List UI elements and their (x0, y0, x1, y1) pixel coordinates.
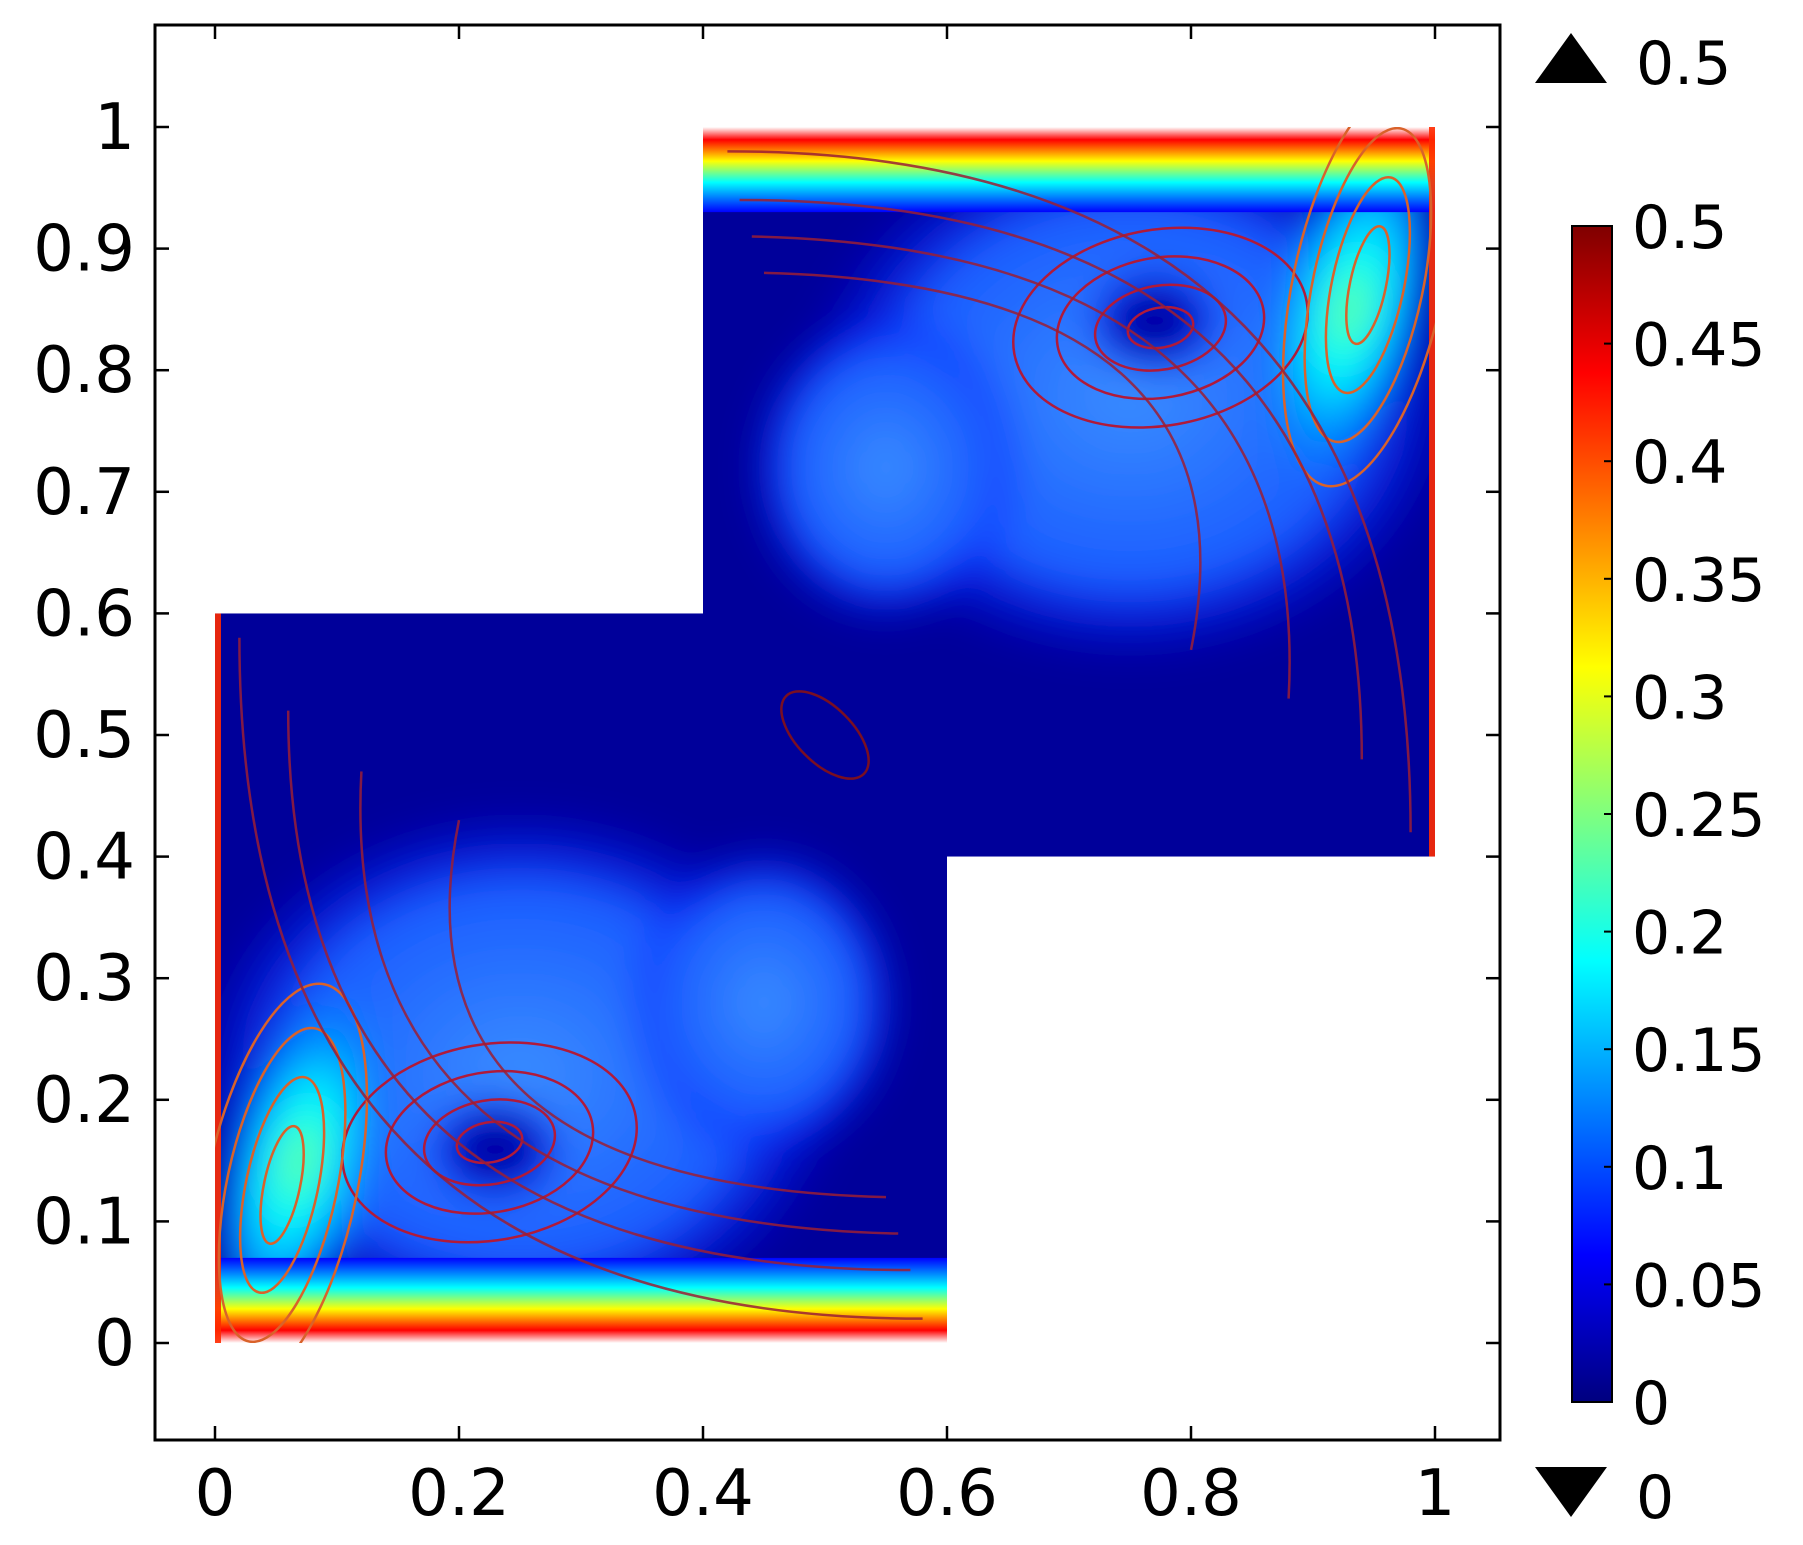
x-tick-label: 1 (1415, 1457, 1456, 1531)
colorbar-max-label: 0.5 (1636, 29, 1731, 99)
streamline (751, 235, 1291, 699)
colorbar-tick-label: 0.1 (1632, 1134, 1727, 1204)
y-tick-label: 0.4 (33, 821, 135, 895)
y-tick-label: 0.3 (33, 942, 135, 1016)
streamline (455, 1120, 524, 1165)
axes-frame (153, 23, 1502, 1442)
y-tick-label: 0.1 (33, 1185, 135, 1259)
colorbar-tick-label: 0.35 (1632, 546, 1766, 616)
x-axis: 0 0.2 0.4 0.6 0.8 1 (195, 25, 1456, 1531)
streamline (384, 1069, 595, 1215)
top-lid-band (703, 127, 1435, 213)
colorbar-tick-label: 0.15 (1632, 1016, 1766, 1086)
colorbar-tick-label: 0.5 (1632, 193, 1727, 263)
streamline (780, 690, 870, 780)
streamline (1303, 127, 1433, 444)
colorbar-tick-label: 0.4 (1632, 428, 1727, 498)
x-tick-label: 0.8 (1140, 1457, 1242, 1531)
colorbar-min-label: 0 (1636, 1463, 1674, 1533)
colorbar-tick-label: 0.05 (1632, 1251, 1766, 1321)
x-tick-label: 0.2 (408, 1457, 510, 1531)
y-tick-label: 0.6 (33, 577, 135, 651)
colorbar-tick-label: 0.2 (1632, 899, 1727, 969)
streamline (739, 198, 1364, 760)
streamline (1055, 255, 1266, 401)
streamline (359, 771, 899, 1235)
y-tick-label: 0.8 (33, 334, 135, 408)
streamline (1281, 127, 1435, 488)
colorbar-tick-label: 0.45 (1632, 311, 1766, 381)
streamline (727, 150, 1412, 833)
colorbar-tick-label: 0.3 (1632, 663, 1727, 733)
y-tick-label: 0.2 (33, 1064, 135, 1138)
x-tick-label: 0 (195, 1457, 236, 1531)
streamline (259, 1124, 305, 1245)
max-triangle-icon (1535, 33, 1607, 83)
colorbar: 0 0.05 0.1 0.15 0.2 0.25 0.3 0.35 0.4 0.45 0.5 0.5… (1535, 29, 1766, 1533)
streamline (1345, 225, 1391, 346)
y-tick-label: 0.9 (33, 213, 135, 287)
streamlines (215, 127, 1435, 1343)
velocity-field (215, 127, 1435, 1343)
min-triangle-icon (1535, 1467, 1607, 1517)
streamline (448, 819, 887, 1199)
colorbar-tick-label: 0.25 (1632, 781, 1766, 851)
y-tick-label: 1 (94, 91, 135, 165)
streamline (217, 1026, 347, 1343)
streamline (1012, 226, 1309, 429)
streamline (1324, 175, 1412, 395)
y-tick-label: 0.5 (33, 699, 135, 773)
streamline (238, 637, 923, 1320)
streamline (286, 710, 911, 1272)
y-axis: 0 0.1 0.2 0.3 0.4 0.5 0.6 0.7 0.8 0.9 1 (33, 91, 1500, 1381)
streamline (238, 1075, 326, 1295)
y-tick-label: 0.7 (33, 456, 135, 530)
x-tick-label: 0.6 (896, 1457, 998, 1531)
y-tick-label: 0 (94, 1307, 135, 1381)
streamline (763, 271, 1202, 651)
streamline (341, 1041, 638, 1244)
streamline (1126, 305, 1195, 350)
streamline (422, 1098, 557, 1187)
bottom-lid-band (215, 1257, 947, 1343)
streamline (215, 982, 369, 1343)
x-tick-label: 0.4 (652, 1457, 754, 1531)
streamline (1093, 283, 1228, 372)
colorbar-tick-label: 0 (1632, 1369, 1670, 1439)
